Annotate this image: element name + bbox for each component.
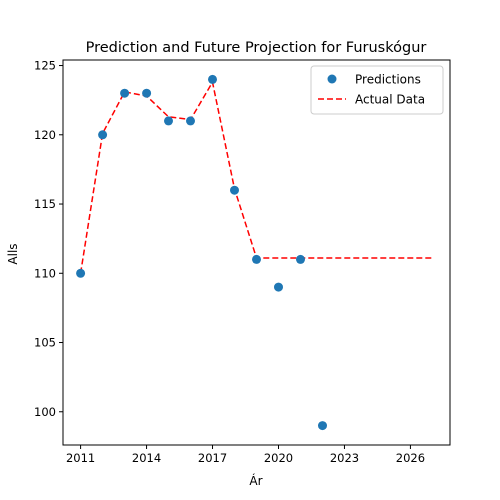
data-point-predictions-2015 (164, 116, 173, 126)
axes-frame (62, 59, 451, 446)
data-point-predictions-2011 (76, 268, 86, 278)
x-tick-label-2020: 2020 (264, 451, 293, 465)
data-point-predictions-2022 (318, 421, 327, 431)
y-tick-label-100: 100 (34, 405, 56, 419)
plot-area: 2011 2014 2017 2020 2023 2026 100 105 110 115 120 1… (34, 59, 451, 465)
data-point-predictions-2013 (120, 88, 130, 98)
data-point-predictions-2012 (98, 130, 108, 140)
data-point-predictions-2019 (252, 254, 261, 264)
x-tick-label-2014: 2014 (132, 451, 161, 465)
y-tick-label-105: 105 (34, 336, 56, 350)
x-tick-label-2026: 2026 (396, 451, 425, 465)
chart-title: Prediction and Future Projection for Fur… (86, 40, 427, 56)
y-axis-label: Alls (6, 243, 20, 264)
y-tick-label-125: 125 (34, 59, 56, 73)
data-point-predictions-2018 (230, 185, 239, 195)
y-tick-label-115: 115 (34, 197, 56, 211)
y-tick-label-120: 120 (34, 128, 56, 142)
data-point-predictions-2021 (296, 254, 305, 264)
legend-label-predictions: Predictions (355, 73, 421, 87)
data-point-predictions-2016 (186, 116, 195, 126)
data-point-predictions-2020 (274, 282, 283, 292)
x-axis-label: Ár (249, 473, 262, 488)
x-tick-label-2011: 2011 (66, 451, 95, 465)
legend: Predictions Actual Data (310, 65, 444, 115)
y-tick-label-110: 110 (34, 266, 56, 280)
x-tick-label-2017: 2017 (198, 451, 227, 465)
legend-marker-predictions (327, 74, 337, 84)
data-point-predictions-2017 (208, 74, 217, 84)
x-tick-label-2023: 2023 (330, 451, 359, 465)
legend-label-actual-data: Actual Data (355, 93, 425, 107)
legend-frame (310, 65, 444, 115)
data-point-predictions-2014 (142, 88, 152, 98)
